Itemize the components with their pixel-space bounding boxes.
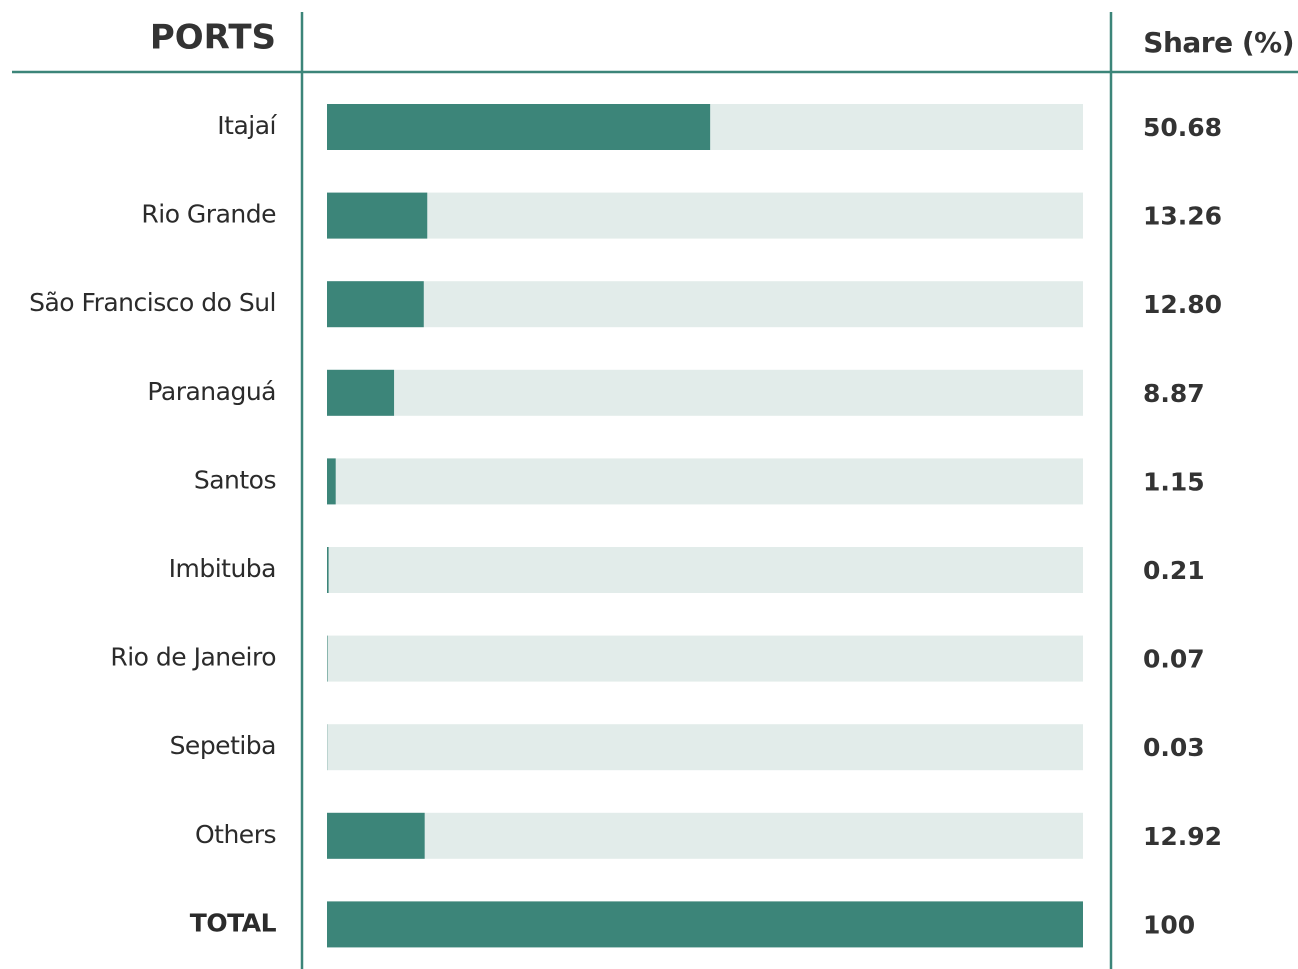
bar-track	[327, 458, 1083, 505]
category-label: São Francisco do Sul	[29, 288, 276, 317]
bar	[327, 458, 336, 505]
bar-track	[327, 192, 1083, 239]
category-label: Itajaí	[217, 111, 277, 140]
category-label: TOTAL	[190, 908, 277, 937]
value-label: 0.03	[1143, 733, 1205, 762]
bar	[327, 369, 395, 416]
bar-track	[327, 812, 1083, 859]
value-label: 12.92	[1143, 822, 1222, 851]
category-label: Santos	[194, 465, 276, 494]
category-label: Rio de Janeiro	[110, 643, 276, 672]
header-category: PORTS	[150, 18, 276, 58]
value-label: 12.80	[1143, 290, 1222, 319]
value-label: 100	[1143, 910, 1195, 939]
bar-track	[327, 547, 1083, 593]
bar-track	[327, 281, 1083, 328]
bar	[327, 635, 328, 682]
bar-track	[327, 369, 1083, 416]
bar	[327, 104, 711, 150]
category-label: Rio Grande	[141, 200, 276, 229]
value-label: 8.87	[1143, 379, 1205, 408]
value-label: 0.07	[1143, 645, 1205, 674]
bar	[327, 192, 428, 239]
bar	[327, 281, 424, 328]
bar-track	[327, 635, 1083, 682]
value-label: 50.68	[1143, 113, 1222, 142]
category-label: Sepetiba	[170, 731, 276, 760]
value-label: 0.21	[1143, 556, 1205, 585]
bar-track	[327, 724, 1083, 771]
bar	[327, 812, 425, 859]
bar	[327, 901, 1083, 948]
header-value: Share (%)	[1143, 26, 1294, 59]
category-label: Others	[195, 820, 276, 849]
value-label: 1.15	[1143, 467, 1205, 496]
category-label: Paranaguá	[147, 377, 276, 406]
value-label: 13.26	[1143, 202, 1222, 231]
category-label: Imbituba	[169, 554, 276, 583]
bar	[327, 547, 329, 593]
